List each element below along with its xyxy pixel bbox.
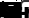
Bar xyxy=(18,8,19,16)
Bar xyxy=(12,11,13,16)
Polygon shape xyxy=(6,11,7,16)
Polygon shape xyxy=(9,11,10,12)
Bar xyxy=(19,6,20,16)
Bar xyxy=(8,11,9,16)
Bar xyxy=(13,11,14,16)
Bar xyxy=(16,6,17,16)
Text: Binding of Fluorescent Penicillin to Ox-R/Pen-R (     ),  Ox-S/Pen-R (     ), an: Binding of Fluorescent Penicillin to Ox-… xyxy=(0,1,29,18)
Bar xyxy=(9,12,10,16)
Bar xyxy=(4,12,5,16)
Bar xyxy=(10,12,11,16)
Text: Ox-S/Pen-S (     ) Strains of S. aureus: Ox-S/Pen-S ( ) Strains of S. aureus xyxy=(0,2,29,18)
Legend: 1 -  S.aureus_12028_MRSA, 2 -  S.aureus_12034_MRSA, 3 -  S.aureus_12135_MRSA, 4 : 1 - S.aureus_12028_MRSA, 2 - S.aureus_12… xyxy=(21,2,29,18)
Polygon shape xyxy=(3,11,4,12)
Bar xyxy=(17,5,18,16)
Bar xyxy=(11,11,12,16)
Bar xyxy=(3,12,4,16)
Bar xyxy=(20,3,21,16)
Bar xyxy=(5,11,6,16)
